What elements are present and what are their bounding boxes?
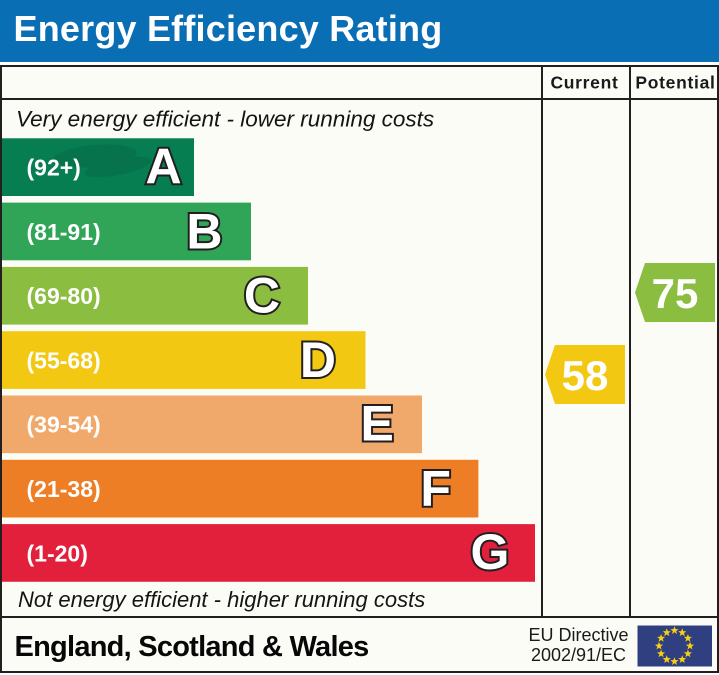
svg-text:(81-91): (81-91): [27, 219, 101, 245]
svg-text:75: 75: [652, 270, 699, 317]
svg-text:58: 58: [562, 352, 609, 399]
svg-text:Current: Current: [550, 73, 618, 93]
svg-text:F: F: [420, 461, 451, 517]
svg-text:G: G: [471, 524, 510, 580]
svg-text:2002/91/EC: 2002/91/EC: [531, 645, 626, 665]
svg-text:(21-38): (21-38): [27, 476, 101, 502]
svg-text:Potential: Potential: [635, 73, 715, 93]
svg-text:E: E: [361, 395, 394, 451]
svg-text:(92+): (92+): [27, 155, 81, 181]
svg-text:D: D: [300, 332, 336, 388]
svg-text:Very energy efficient - lower: Very energy efficient - lower running co…: [16, 107, 434, 132]
svg-text:EU Directive: EU Directive: [528, 625, 628, 645]
svg-text:England, Scotland & Wales: England, Scotland & Wales: [15, 631, 369, 663]
svg-text:C: C: [244, 268, 280, 324]
svg-text:(1-20): (1-20): [27, 540, 88, 566]
svg-text:Energy Efficiency Rating: Energy Efficiency Rating: [14, 8, 443, 49]
svg-text:(39-54): (39-54): [27, 412, 101, 438]
svg-text:(69-80): (69-80): [27, 283, 101, 309]
svg-text:Not energy efficient - higher: Not energy efficient - higher running co…: [18, 587, 425, 612]
svg-text:(55-68): (55-68): [27, 347, 101, 373]
svg-text:B: B: [186, 203, 222, 259]
svg-text:A: A: [145, 138, 181, 194]
